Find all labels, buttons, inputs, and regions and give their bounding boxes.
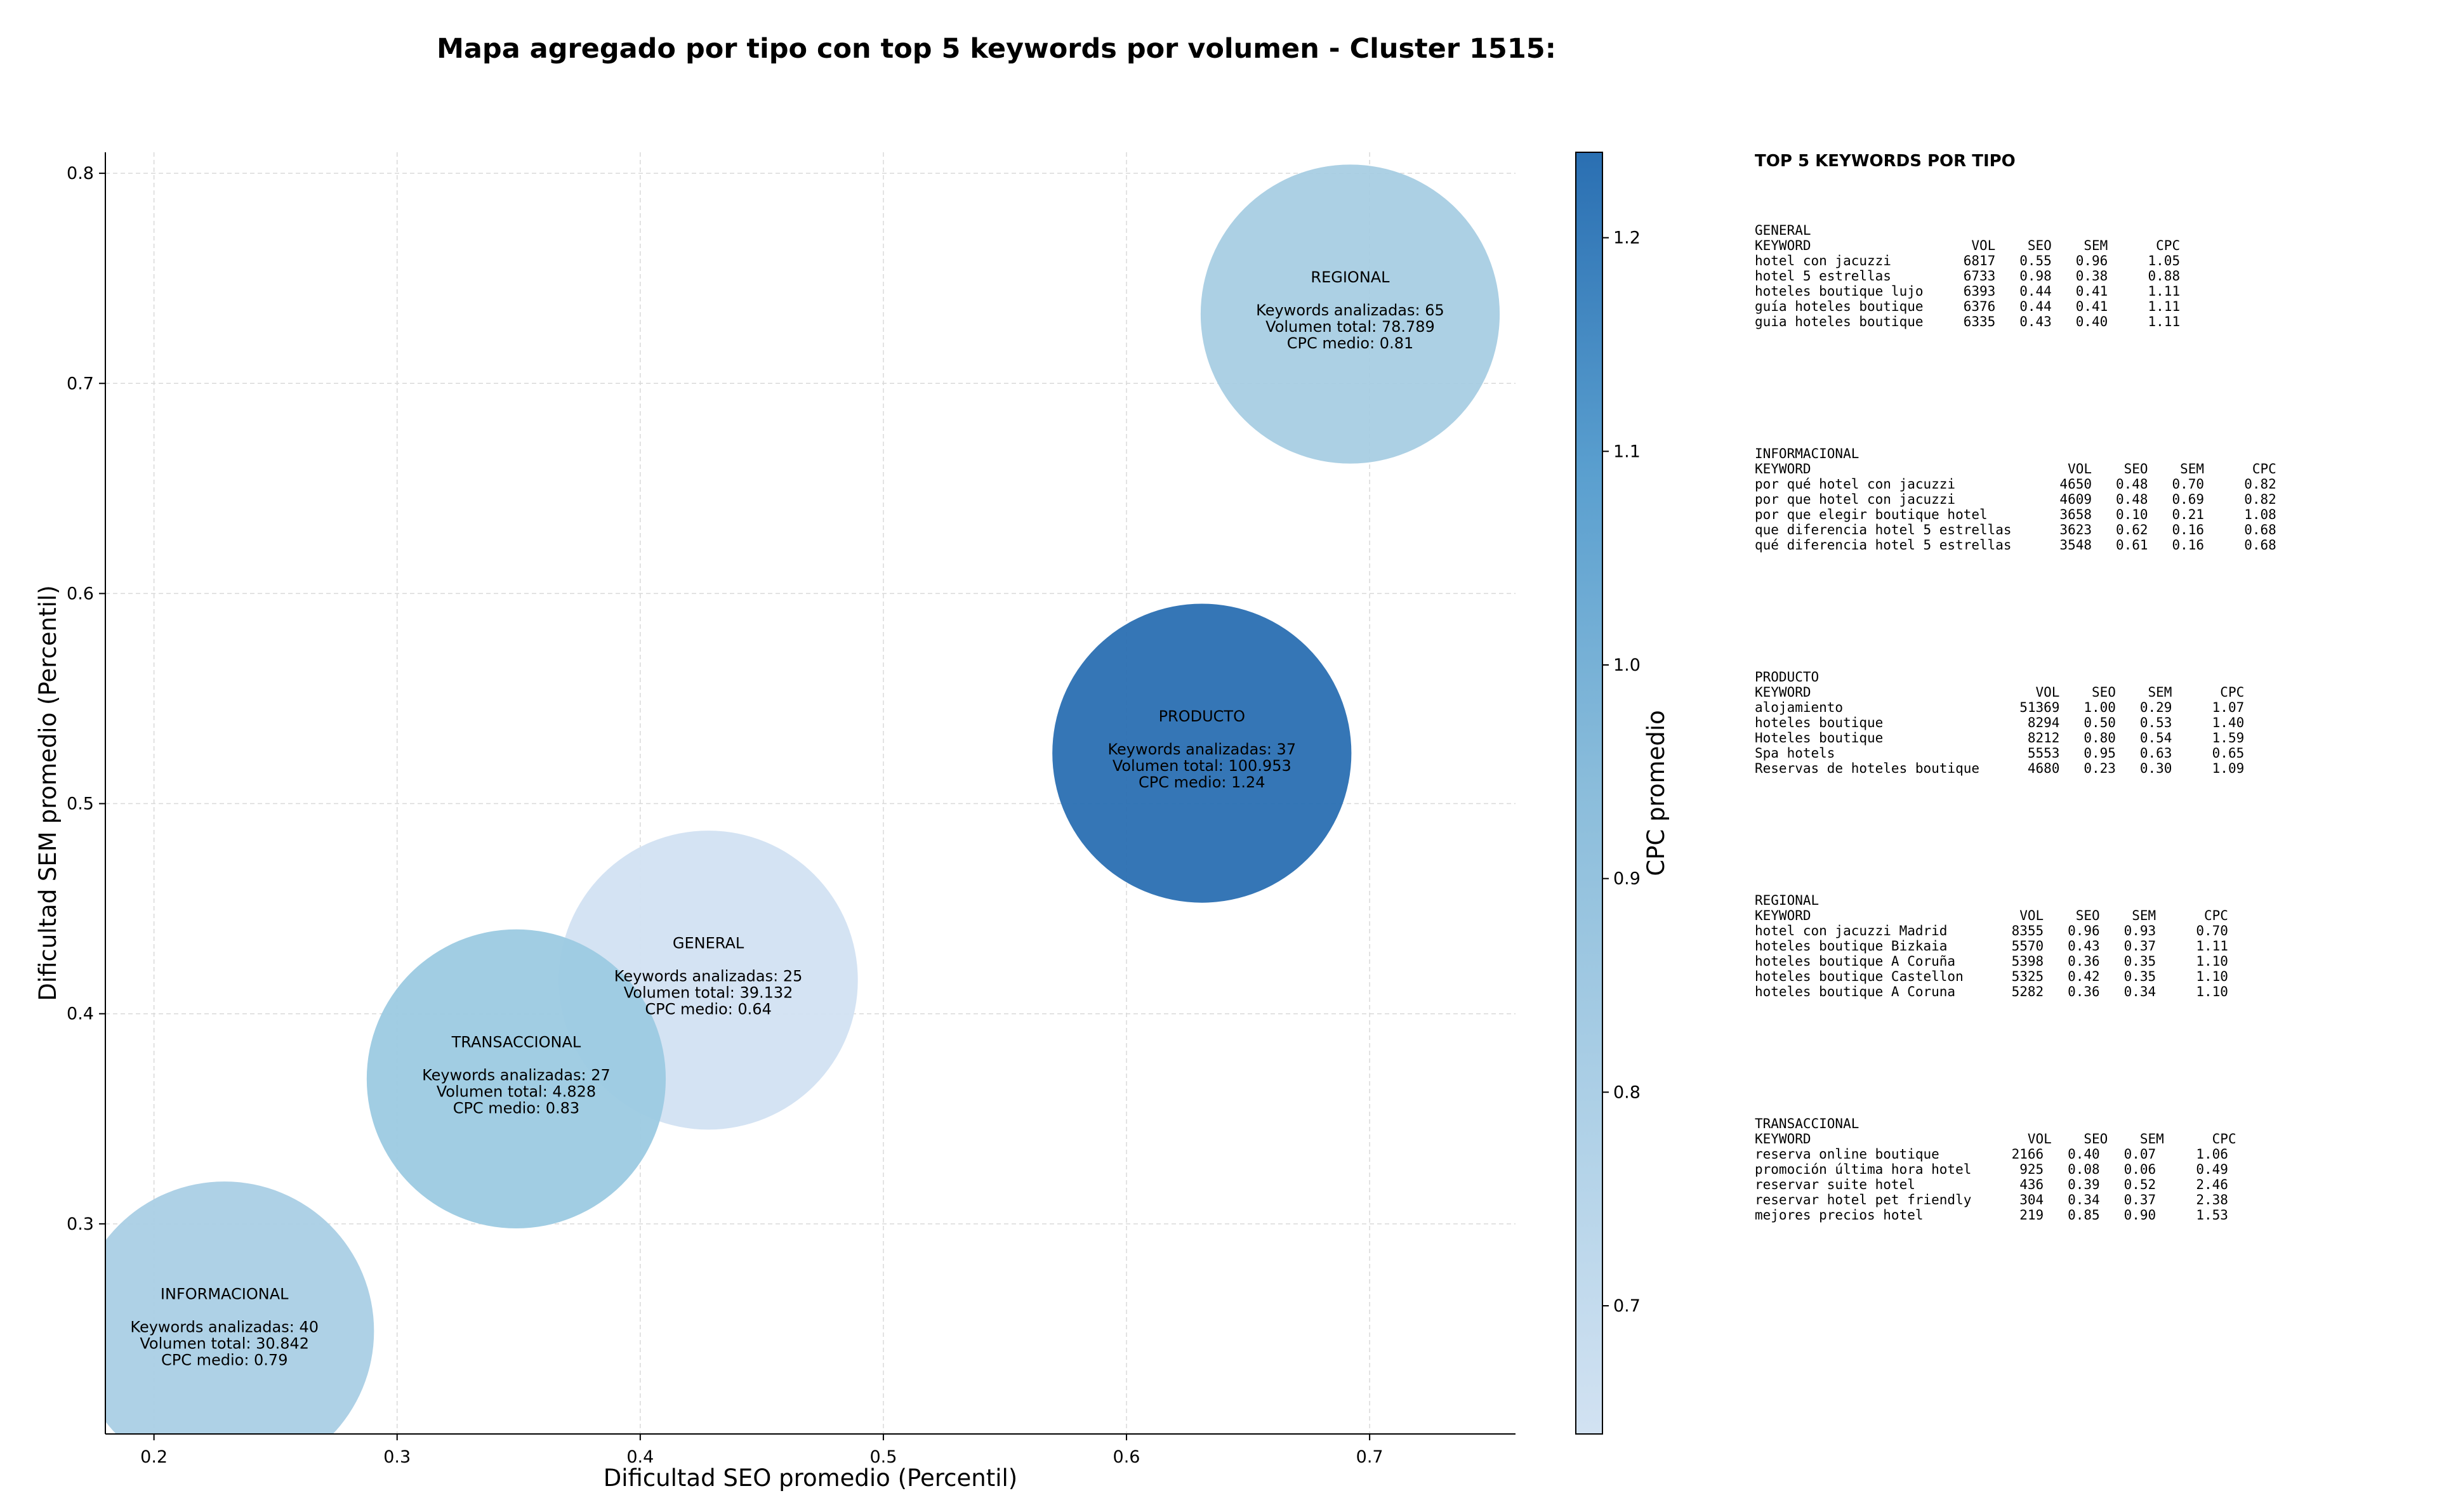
keyword-block-informacional: INFORMACIONAL KEYWORD VOL SEO SEM CPC por … <box>1755 446 2427 553</box>
bubble-stat: CPC medio: 0.81 <box>1287 334 1414 352</box>
keyword-row: reserva online boutique 2166 0.40 0.07 1… <box>1755 1147 2228 1162</box>
y-tick-label: 0.8 <box>67 164 94 183</box>
x-tick-label: 0.6 <box>1113 1447 1140 1467</box>
bubble-stat: CPC medio: 1.24 <box>1139 773 1265 791</box>
bubble-label: REGIONAL <box>1311 268 1390 286</box>
keyword-table-header: KEYWORD VOL SEO SEM CPC <box>1755 685 2245 700</box>
bubble-stat: Keywords analizadas: 65 <box>1256 301 1444 319</box>
colorbar-tick-label: 1.0 <box>1613 655 1641 675</box>
x-axis-label: Dificultad SEO promedio (Percentil) <box>604 1464 1017 1492</box>
bubble-stat: Volumen total: 100.953 <box>1113 757 1291 775</box>
bubble-label: GENERAL <box>673 935 744 952</box>
bubble-transaccional <box>366 929 666 1228</box>
keyword-row: reservar hotel pet friendly 304 0.34 0.3… <box>1755 1192 2228 1207</box>
bubble-label: TRANSACCIONAL <box>451 1033 581 1051</box>
chart-title: Mapa agregado por tipo con top 5 keyword… <box>437 33 1556 65</box>
ticks: 0.2 0.3 0.4 0.5 0.6 0.7 0.3 0.4 0.5 0.6 0.7 0.8 <box>67 164 1384 1467</box>
keyword-table-header: KEYWORD VOL SEO SEM CPC <box>1755 1131 2236 1147</box>
panel-title: TOP 5 KEYWORDS POR TIPO <box>1755 152 2016 171</box>
keywords-panel: TOP 5 KEYWORDS POR TIPO GENERAL KEYWORD V… <box>1755 150 2427 1339</box>
keyword-row: Reservas de hoteles boutique 4680 0.23 0… <box>1755 761 2245 776</box>
keyword-block-heading: REGIONAL <box>1755 893 1819 908</box>
bubble-stat: Volumen total: 39.132 <box>624 984 793 1002</box>
keyword-row: hoteles boutique Bizkaia 5570 0.43 0.37 … <box>1755 938 2228 954</box>
bubble-regional <box>1200 164 1500 464</box>
keyword-table-header: KEYWORD VOL SEO SEM CPC <box>1755 908 2228 923</box>
keyword-row: qué diferencia hotel 5 estrellas 3548 0.… <box>1755 537 2276 553</box>
keyword-row: Hoteles boutique 8212 0.80 0.54 1.59 <box>1755 730 2245 746</box>
keyword-blocks: GENERAL KEYWORD VOL SEO SEM CPC hotel con … <box>1755 223 2427 1223</box>
keyword-row: guia hoteles boutique 6335 0.43 0.40 1.1… <box>1755 314 2181 329</box>
keyword-row: reservar suite hotel 436 0.39 0.52 2.46 <box>1755 1177 2228 1192</box>
colorbar-gradient <box>1575 152 1603 1435</box>
keyword-row: Spa hotels 5553 0.95 0.63 0.65 <box>1755 746 2245 761</box>
keyword-table-header: KEYWORD VOL SEO SEM CPC <box>1755 461 2276 477</box>
colorbar-label: CPC promedio <box>1642 710 1670 876</box>
x-tick-label: 0.2 <box>140 1447 168 1467</box>
keyword-row: hoteles boutique A Coruña 5398 0.36 0.35… <box>1755 954 2228 969</box>
bubbles <box>105 164 1500 1434</box>
keyword-row: promoción última hora hotel 925 0.08 0.0… <box>1755 1162 2228 1177</box>
keyword-row: por que elegir boutique hotel 3658 0.10 … <box>1755 507 2276 522</box>
bubble-stat: CPC medio: 0.64 <box>645 1001 772 1018</box>
bubble-stat: Keywords analizadas: 25 <box>614 968 803 985</box>
colorbar: 0.7 0.8 0.9 1.0 1.1 1.2 CPC promedio <box>1575 152 1670 1435</box>
keyword-row: hoteles boutique A Coruna 5282 0.36 0.34… <box>1755 984 2228 999</box>
keyword-block-heading: PRODUCTO <box>1755 669 1819 685</box>
x-tick-label: 0.5 <box>869 1447 897 1467</box>
keyword-row: mejores precios hotel 219 0.85 0.90 1.53 <box>1755 1207 2228 1223</box>
keyword-block-heading: INFORMACIONAL <box>1755 446 1859 461</box>
bubble-stat: CPC medio: 0.83 <box>453 1099 580 1117</box>
y-tick-label: 0.6 <box>67 584 94 603</box>
bubble-stat: Keywords analizadas: 37 <box>1107 740 1296 758</box>
keyword-block-producto: PRODUCTO KEYWORD VOL SEO SEM CPC alojamien… <box>1755 669 2427 776</box>
colorbar-ticks: 0.7 0.8 0.9 1.0 1.1 1.2 <box>1602 228 1641 1316</box>
axes <box>105 152 1516 1435</box>
keyword-row: por que hotel con jacuzzi 4609 0.48 0.69… <box>1755 492 2276 507</box>
keyword-block-general: GENERAL KEYWORD VOL SEO SEM CPC hotel con … <box>1755 223 2427 329</box>
bubble-producto <box>1052 603 1352 903</box>
colorbar-tick-label: 0.8 <box>1613 1082 1641 1102</box>
colorbar-tick-label: 1.1 <box>1613 442 1641 461</box>
bubble-stat: Volumen total: 30.842 <box>140 1335 309 1353</box>
keyword-row: hoteles boutique lujo 6393 0.44 0.41 1.1… <box>1755 284 2181 299</box>
keyword-block-heading: TRANSACCIONAL <box>1755 1116 1859 1131</box>
keyword-block-heading: GENERAL <box>1755 223 1811 238</box>
keyword-row: hotel con jacuzzi Madrid 8355 0.96 0.93 … <box>1755 923 2228 938</box>
keyword-row: hoteles boutique 8294 0.50 0.53 1.40 <box>1755 715 2245 730</box>
keyword-row: hotel 5 estrellas 6733 0.98 0.38 0.88 <box>1755 268 2181 284</box>
colorbar-tick-label: 0.7 <box>1613 1296 1641 1316</box>
bubble-stat: CPC medio: 0.79 <box>161 1351 288 1369</box>
y-tick-label: 0.7 <box>67 374 94 393</box>
keyword-row: guía hoteles boutique 6376 0.44 0.41 1.1… <box>1755 299 2181 314</box>
keyword-row: hotel con jacuzzi 6817 0.55 0.96 1.05 <box>1755 253 2181 268</box>
keyword-row: por qué hotel con jacuzzi 4650 0.48 0.70… <box>1755 477 2276 492</box>
keyword-row: alojamiento 51369 1.00 0.29 1.07 <box>1755 700 2245 715</box>
x-tick-label: 0.7 <box>1356 1447 1384 1467</box>
y-tick-label: 0.3 <box>67 1214 94 1234</box>
keyword-block-regional: REGIONAL KEYWORD VOL SEO SEM CPC hotel con… <box>1755 893 2427 999</box>
bubble-label: INFORMACIONAL <box>161 1285 289 1303</box>
bubble-label: PRODUCTO <box>1159 707 1245 725</box>
keyword-block-transaccional: TRANSACCIONAL KEYWORD VOL SEO SEM CPC rese… <box>1755 1116 2427 1223</box>
bubble-stat: Keywords analizadas: 27 <box>422 1066 611 1084</box>
x-tick-label: 0.4 <box>626 1447 654 1467</box>
bubble-informacional <box>105 1181 374 1434</box>
keyword-row: que diferencia hotel 5 estrellas 3623 0.… <box>1755 522 2276 537</box>
keyword-table-header: KEYWORD VOL SEO SEM CPC <box>1755 238 2181 253</box>
bubble-stat: Keywords analizadas: 40 <box>130 1318 319 1336</box>
y-axis-label: Dificultad SEM promedio (Percentil) <box>34 585 62 1001</box>
colorbar-tick-label: 1.2 <box>1613 228 1641 248</box>
bubble-stat: Volumen total: 78.789 <box>1265 318 1435 336</box>
y-tick-label: 0.4 <box>67 1004 94 1024</box>
keyword-row: hoteles boutique Castellon 5325 0.42 0.3… <box>1755 969 2228 984</box>
x-tick-label: 0.3 <box>383 1447 411 1467</box>
colorbar-tick-label: 0.9 <box>1613 869 1641 889</box>
y-tick-label: 0.5 <box>67 794 94 814</box>
bubble-stat: Volumen total: 4.828 <box>437 1082 596 1100</box>
